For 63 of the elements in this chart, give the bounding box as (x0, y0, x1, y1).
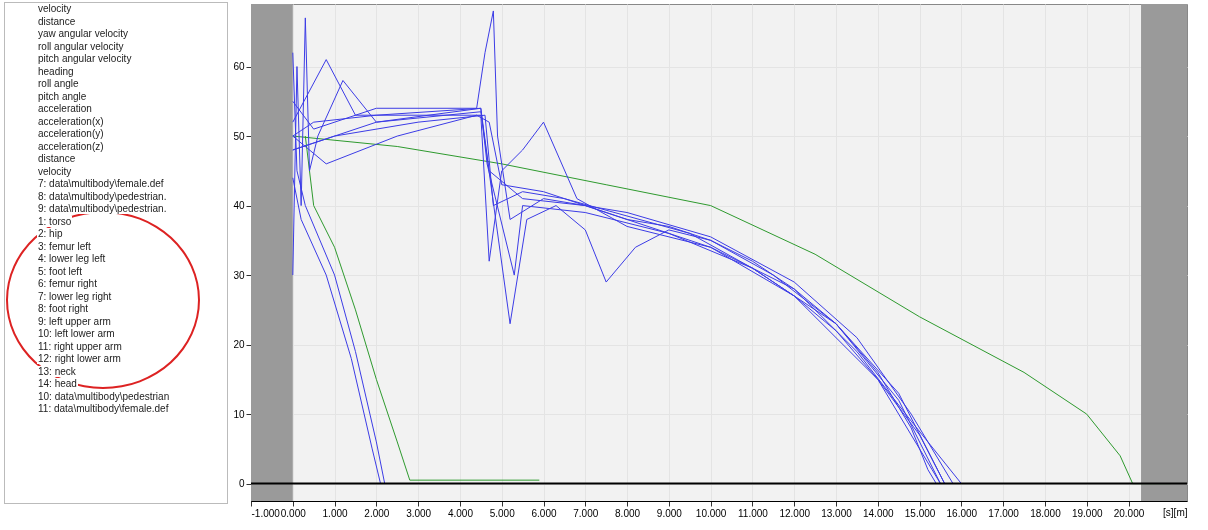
x-tick-label: 17.000 (988, 507, 1020, 519)
y-tick-label: 50 (233, 130, 245, 142)
text: pitch angular velocity (37, 53, 133, 64)
text: 14: head (37, 378, 78, 389)
text: velocity (37, 165, 73, 177)
x-tick-label: 11.000 (738, 507, 769, 519)
text: distance (37, 15, 77, 27)
text: pitch angle (37, 90, 88, 102)
x-tick-label: 13.000 (821, 507, 853, 519)
text: 10: data\multibody\pedestrian (37, 390, 171, 402)
x-tick-label: 9.000 (656, 507, 683, 519)
text: 8: foot right (37, 303, 90, 314)
x-tick-label: 15.000 (904, 507, 936, 519)
text: roll angle (37, 78, 80, 89)
x-tick-label: 8.000 (615, 507, 641, 519)
text: 9: data\multibody\pedestrian. (37, 203, 168, 214)
x-tick-label: 19.000 (1071, 507, 1103, 519)
x-tick-label: 3.000 (406, 507, 432, 519)
y-tick-label: 40 (233, 200, 245, 212)
y-tick-label: 60 (233, 61, 245, 73)
text: 4: lower leg left (37, 253, 107, 264)
text: acceleration(x) (37, 115, 105, 127)
text: 3: femur left (37, 240, 92, 252)
text: 2: hip (37, 228, 64, 239)
x-tick-label: 14.000 (862, 507, 895, 519)
y-tick-label: 30 (233, 269, 245, 281)
x-tick-label: 5.000 (489, 507, 516, 519)
y-tick-label: 0 (238, 478, 245, 490)
text: 13: neck (37, 365, 77, 377)
x-tick-label: 20.000 (1113, 507, 1145, 519)
text: yaw angular velocity (37, 28, 130, 39)
text: acceleration(z) (37, 140, 105, 152)
x-tick-label: 18.000 (1030, 507, 1062, 519)
x-tick-label: -1.000 (251, 507, 281, 519)
text: 8: data\multibody\pedestrian. (37, 190, 168, 202)
text: distance (37, 153, 77, 164)
text: acceleration (37, 103, 93, 114)
x-tick-label: 16.000 (946, 507, 978, 519)
x-tick-label: 12.000 (779, 507, 811, 519)
text: heading (37, 65, 75, 77)
text: 10: left lower arm (37, 328, 116, 339)
x-tick-label: 10.000 (695, 507, 727, 519)
text: velocity (37, 3, 73, 14)
text: 5: foot left (37, 265, 83, 277)
x-tick-label: 6.000 (531, 507, 557, 519)
y-tick-label: 20 (233, 339, 245, 351)
x-tick-label: 2.000 (364, 507, 390, 519)
text: 11: right upper arm (37, 340, 123, 352)
x-tick-label: 1.000 (322, 507, 349, 519)
text: 7: lower leg right (37, 290, 113, 302)
text: 6: femur right (37, 278, 98, 289)
text: 9: left upper arm (37, 315, 112, 327)
text: roll angular velocity (37, 40, 125, 52)
x-tick-label: 7.000 (573, 507, 599, 519)
text: acceleration(y) (37, 128, 105, 139)
text: 12: right lower arm (37, 353, 122, 364)
x-tick-label: 4.000 (447, 507, 474, 519)
y-tick-label: 10 (233, 408, 245, 420)
x-axis-title: [s][m] (1163, 506, 1188, 518)
text: 7: data\multibody\female.def (37, 178, 165, 189)
x-tick-label: 0.000 (280, 507, 307, 519)
text: 1: torso (37, 215, 73, 227)
text: 11: data\multibody\female.def (37, 403, 170, 414)
